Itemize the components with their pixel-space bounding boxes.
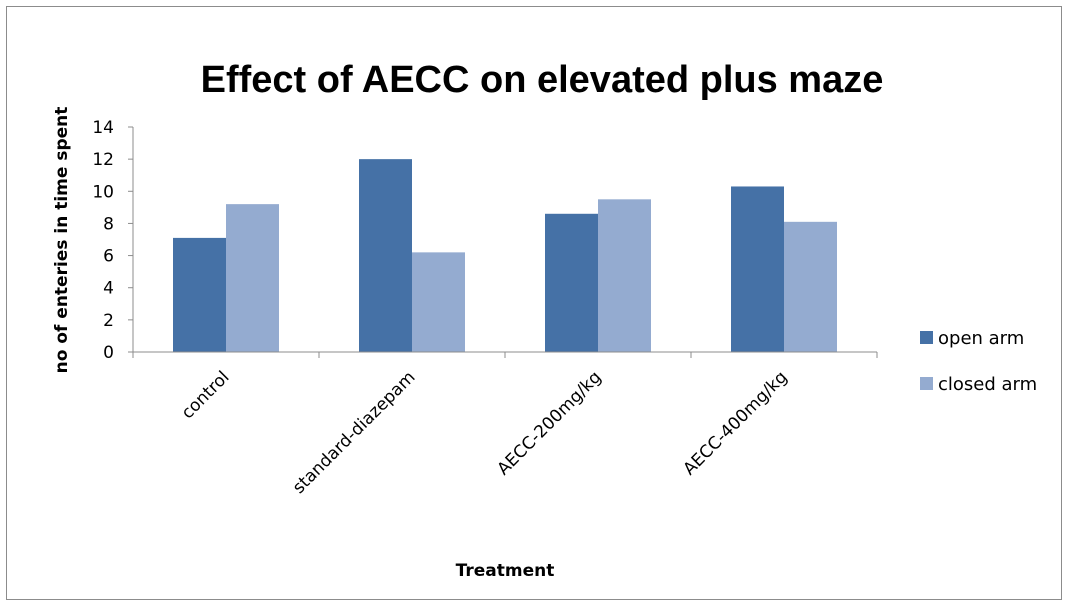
x-tick-label: control [178, 367, 234, 423]
y-tick-label: 2 [103, 311, 114, 331]
bar-open-arm-1 [173, 237, 226, 352]
x-axis: control standard-diazepam AECC-200mg/kg AEC… [132, 351, 878, 498]
bar-open-arm-2 [359, 159, 412, 352]
x-tick-label: AECC-400mg/kg [680, 367, 792, 479]
y-tick-label: 14 [92, 118, 114, 138]
chart-title: Effect of AECC on elevated plus maze [201, 59, 884, 101]
legend: open arm closed arm [920, 328, 1037, 395]
bar-closed-arm-4 [784, 221, 837, 352]
y-tick-label: 4 [103, 279, 114, 299]
y-tick-label: 0 [103, 343, 114, 363]
y-tick-label: 10 [92, 182, 114, 202]
y-axis: 0 2 4 6 8 10 12 14 [92, 118, 134, 363]
x-tick-label: AECC-200mg/kg [494, 367, 606, 479]
bars [173, 159, 837, 352]
x-axis-title: Treatment [456, 561, 555, 581]
y-tick-label: 6 [103, 247, 114, 267]
y-tick-label: 8 [103, 214, 114, 234]
bar-closed-arm-2 [412, 252, 465, 352]
legend-label: open arm [938, 328, 1024, 349]
legend-label: closed arm [938, 374, 1037, 395]
bar-closed-arm-1 [226, 204, 279, 352]
y-tick-label: 12 [92, 150, 114, 170]
bar-open-arm-4 [731, 186, 784, 352]
y-axis-title: no of enteries in time spent [52, 107, 72, 374]
legend-swatch [920, 377, 933, 390]
x-tick-label: standard-diazepam [289, 367, 420, 498]
legend-swatch [920, 331, 933, 344]
bar-open-arm-3 [545, 213, 598, 352]
bar-closed-arm-3 [598, 199, 651, 352]
